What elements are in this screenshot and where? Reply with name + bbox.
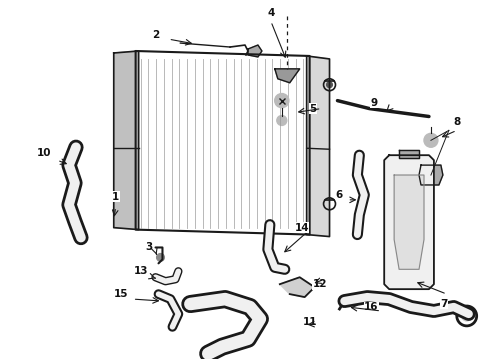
- Polygon shape: [394, 175, 424, 269]
- Text: 3: 3: [145, 243, 152, 252]
- Circle shape: [424, 133, 438, 147]
- Circle shape: [326, 82, 333, 88]
- Text: 1: 1: [112, 192, 120, 202]
- Text: 6: 6: [336, 190, 343, 200]
- Polygon shape: [307, 56, 329, 237]
- Polygon shape: [399, 150, 419, 158]
- Polygon shape: [419, 165, 443, 185]
- Polygon shape: [384, 155, 434, 289]
- Polygon shape: [275, 69, 300, 83]
- Text: 8: 8: [453, 117, 461, 127]
- Circle shape: [275, 94, 289, 108]
- Circle shape: [277, 116, 287, 125]
- Text: 4: 4: [267, 8, 274, 18]
- Polygon shape: [114, 51, 139, 230]
- Text: 9: 9: [371, 98, 378, 108]
- Polygon shape: [248, 45, 262, 57]
- Circle shape: [462, 311, 472, 321]
- Text: 7: 7: [440, 299, 447, 309]
- Text: 12: 12: [312, 279, 327, 289]
- Text: 13: 13: [133, 266, 148, 276]
- Text: 5: 5: [309, 104, 316, 113]
- Text: 2: 2: [152, 30, 159, 40]
- Text: 14: 14: [294, 222, 309, 233]
- Text: 15: 15: [114, 289, 128, 299]
- Text: 11: 11: [302, 317, 317, 327]
- Circle shape: [156, 253, 165, 261]
- Text: 10: 10: [37, 148, 51, 158]
- Text: 16: 16: [364, 302, 379, 312]
- Polygon shape: [280, 277, 315, 297]
